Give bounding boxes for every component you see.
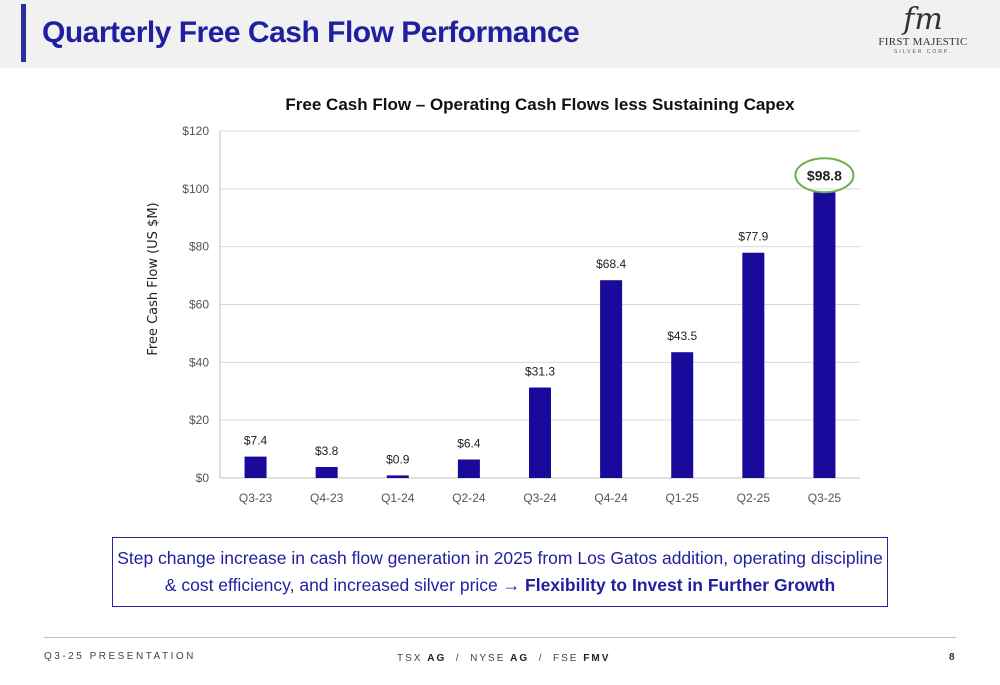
data-label: $98.8 (807, 167, 842, 183)
y-tick-label: $80 (189, 240, 209, 254)
data-labels: $7.4 $3.8 $0.9 $6.4 $31.3 $68.4 $43.5 $77.9 $98.… (244, 167, 842, 466)
data-label: $3.8 (315, 444, 339, 458)
x-tick-label: Q3-25 (808, 491, 842, 505)
x-tick-label: Q1-25 (666, 491, 700, 505)
y-tick-label: $120 (182, 124, 209, 138)
bar (244, 456, 267, 478)
bar (386, 475, 409, 478)
data-label: $0.9 (386, 452, 410, 466)
data-label: $7.4 (244, 434, 268, 448)
callout-text: Step change increase in cash flow genera… (117, 545, 883, 599)
data-label: $68.4 (596, 257, 626, 271)
tsx-ticker: AG (427, 653, 447, 664)
y-tick-label: $20 (189, 413, 209, 427)
free-cash-flow-chart: Free Cash Flow – Operating Cash Flows le… (146, 95, 860, 505)
highlight-layer (794, 157, 855, 194)
callout-line1: Step change increase in cash flow genera… (117, 548, 883, 568)
bar (457, 459, 480, 478)
bar (742, 252, 765, 478)
bar (671, 352, 694, 478)
logo-subtitle: SILVER CORP. (894, 49, 952, 55)
x-tick-label: Q2-25 (737, 491, 771, 505)
company-logo: fm FIRST MAJESTIC SILVER CORP. (868, 4, 978, 64)
y-tick-label: $40 (189, 355, 209, 369)
title-bar (0, 0, 1000, 68)
x-tick-label: Q1-24 (381, 491, 415, 505)
footer-tickers: TSX AG / NYSE AG / FSE FMV (397, 653, 610, 664)
y-tick-label: $0 (196, 471, 210, 485)
x-tick-label: Q3-24 (523, 491, 557, 505)
data-label: $77.9 (738, 230, 768, 244)
callout-line2-prefix: & cost efficiency, and increased silver … (164, 575, 503, 595)
bar (600, 280, 623, 478)
x-tick-label: Q4-24 (594, 491, 628, 505)
bars (244, 192, 836, 478)
footer-divider (44, 637, 956, 638)
title-accent-bar (21, 4, 26, 62)
page-title: Quarterly Free Cash Flow Performance (42, 16, 580, 49)
bar (315, 467, 338, 478)
nyse-ticker: AG (510, 653, 530, 664)
fse-prefix: / FSE (529, 653, 584, 664)
highlight-circle (794, 157, 855, 194)
footer-presentation-label: Q3-25 PRESENTATION (44, 651, 196, 662)
tsx-prefix: TSX (397, 653, 428, 664)
callout-arrow-icon: → (502, 575, 521, 595)
logo-mark: fm (903, 2, 943, 37)
bar (813, 192, 836, 478)
fse-ticker: FMV (583, 653, 611, 664)
y-tick-labels: $0 $20 $40 $60 $80 $100 $120 (182, 124, 209, 485)
bar (529, 387, 551, 478)
x-tick-label: Q3-23 (239, 491, 273, 505)
chart-title: Free Cash Flow – Operating Cash Flows le… (285, 95, 795, 114)
y-axis-label: Free Cash Flow (US $M) (146, 202, 161, 355)
y-tick-label: $100 (182, 182, 209, 196)
x-tick-label: Q4-23 (310, 491, 344, 505)
callout-emphasis: Flexibility to Invest in Further Growth (525, 575, 836, 595)
data-label: $43.5 (667, 329, 697, 343)
data-label: $6.4 (457, 436, 481, 450)
y-tick-label: $60 (189, 298, 209, 312)
nyse-prefix: / NYSE (446, 653, 511, 664)
x-tick-label: Q2-24 (452, 491, 486, 505)
logo-name: FIRST MAJESTIC (878, 36, 968, 48)
page-number: 8 (949, 652, 955, 663)
x-tick-labels: Q3-23 Q4-23 Q1-24 Q2-24 Q3-24 Q4-24 Q1-25 Q2-25… (239, 491, 842, 505)
callout-box: Step change increase in cash flow genera… (112, 537, 888, 607)
data-label: $31.3 (525, 364, 555, 378)
